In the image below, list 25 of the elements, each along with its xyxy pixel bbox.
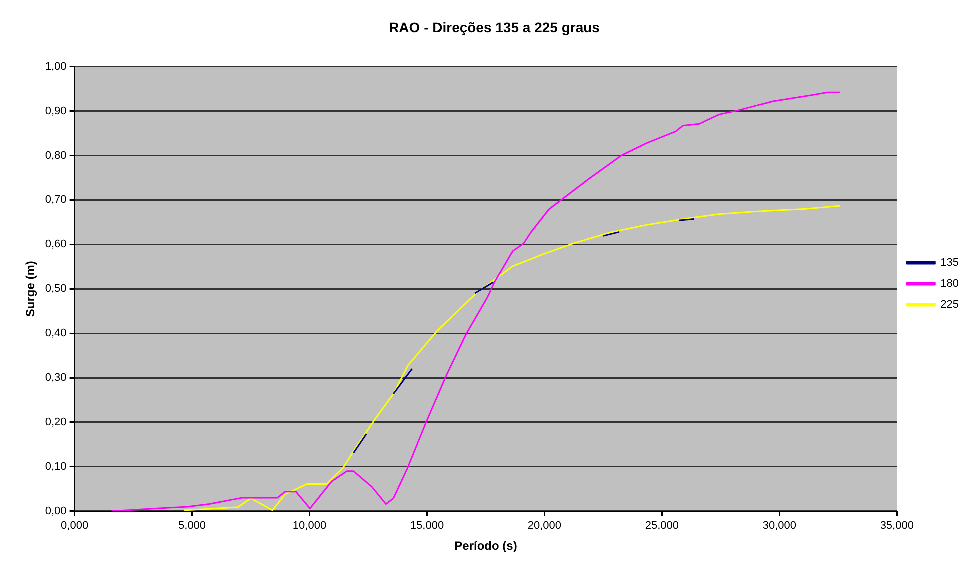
x-tick-label: 10,000: [292, 520, 327, 532]
legend-label: 135: [940, 257, 960, 270]
y-tick-label: 0,00: [45, 505, 67, 518]
y-tick-label: 0,30: [45, 372, 67, 384]
y-tick-label: 0,20: [45, 416, 67, 429]
legend-label: 180: [940, 278, 960, 290]
y-tick-label: 0,70: [45, 194, 67, 206]
x-tick-label: 30,000: [762, 520, 796, 532]
y-tick-label: 0,10: [45, 460, 67, 473]
y-axis-title: Surge (m): [24, 261, 38, 318]
y-tick-label: 0,90: [45, 105, 67, 118]
y-tick-label: 0,60: [45, 238, 67, 251]
y-tick-label: 0,50: [45, 283, 67, 296]
y-tick-label: 0,80: [45, 150, 67, 162]
x-axis-title: Período (s): [454, 539, 518, 554]
x-tick-label: 35,000: [880, 520, 914, 532]
x-tick-label: 20,000: [528, 520, 562, 532]
y-tick-label: 0,40: [45, 328, 67, 340]
chart-title: RAO - Direções 135 a 225 graus: [389, 19, 600, 36]
y-tick-label: 1,00: [45, 60, 67, 73]
x-tick-label: 5,000: [178, 520, 206, 532]
x-tick-label: 0,000: [61, 520, 89, 532]
x-tick-label: 15,000: [410, 520, 444, 532]
legend-label: 225: [940, 299, 960, 312]
x-tick-label: 25,000: [645, 520, 680, 532]
